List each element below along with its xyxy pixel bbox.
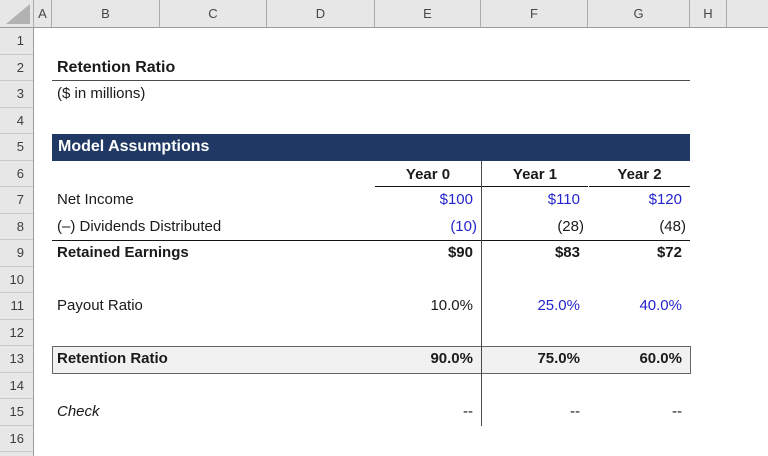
check-year1[interactable]: -- bbox=[570, 403, 580, 420]
year0-header[interactable]: Year 0 bbox=[375, 161, 481, 187]
column-header-a[interactable]: A bbox=[34, 0, 52, 27]
retention-ratio-year2[interactable]: 60.0% bbox=[639, 350, 682, 367]
retained-earnings-year0[interactable]: $90 bbox=[447, 244, 473, 261]
select-all-triangle-icon bbox=[6, 4, 30, 24]
year1-header[interactable]: Year 1 bbox=[482, 161, 588, 187]
check-year2[interactable]: -- bbox=[672, 403, 682, 420]
column-header-c[interactable]: C bbox=[160, 0, 267, 27]
retained-earnings-year2[interactable]: $72 bbox=[656, 244, 682, 261]
dividends-year0[interactable]: (10) bbox=[450, 217, 477, 235]
retention-ratio-year0[interactable]: 90.0% bbox=[430, 350, 473, 367]
net-income-label[interactable]: Net Income bbox=[57, 191, 134, 208]
year0-column-divider bbox=[480, 160, 482, 426]
net-income-year2[interactable]: $120 bbox=[648, 191, 682, 208]
row-header-16[interactable]: 16 bbox=[0, 426, 33, 452]
row-header-5[interactable]: 5 bbox=[0, 134, 33, 161]
retained-earnings-label[interactable]: Retained Earnings bbox=[57, 244, 189, 261]
column-header-partial[interactable] bbox=[727, 0, 768, 27]
column-header-b[interactable]: B bbox=[52, 0, 160, 27]
dividends-distributed-label[interactable]: (–) Dividends Distributed bbox=[57, 217, 222, 235]
row-header-4[interactable]: 4 bbox=[0, 108, 33, 134]
column-header-e[interactable]: E bbox=[375, 0, 481, 27]
retention-ratio-year1[interactable]: 75.0% bbox=[537, 350, 580, 367]
row-header-14[interactable]: 14 bbox=[0, 373, 33, 399]
row-header-12[interactable]: 12 bbox=[0, 320, 33, 346]
payout-ratio-year1[interactable]: 25.0% bbox=[537, 297, 580, 314]
net-income-year1[interactable]: $110 bbox=[547, 191, 580, 208]
row-header-3[interactable]: 3 bbox=[0, 81, 33, 108]
check-year0[interactable]: -- bbox=[463, 403, 473, 420]
row-header-6[interactable]: 6 bbox=[0, 161, 33, 187]
payout-ratio-year2[interactable]: 40.0% bbox=[639, 297, 682, 314]
dividends-year2[interactable]: (48) bbox=[659, 217, 686, 235]
column-header-g[interactable]: G bbox=[588, 0, 690, 27]
row-header-11[interactable]: 11 bbox=[0, 293, 33, 320]
column-header-f[interactable]: F bbox=[481, 0, 588, 27]
column-header-d[interactable]: D bbox=[267, 0, 375, 27]
page-subtitle[interactable]: ($ in millions) bbox=[57, 85, 146, 102]
row-header-13[interactable]: 13 bbox=[0, 346, 33, 373]
check-label[interactable]: Check bbox=[57, 403, 100, 420]
page-title[interactable]: Retention Ratio bbox=[52, 55, 690, 81]
select-all-corner[interactable] bbox=[0, 0, 34, 28]
net-income-year0[interactable]: $100 bbox=[439, 191, 473, 208]
dividends-year1[interactable]: (28) bbox=[557, 217, 584, 235]
row-header-15[interactable]: 15 bbox=[0, 399, 33, 426]
row-header-2[interactable]: 2 bbox=[0, 55, 33, 81]
retention-ratio-label[interactable]: Retention Ratio bbox=[57, 350, 168, 367]
column-header-h[interactable]: H bbox=[690, 0, 727, 27]
section-header-model-assumptions[interactable]: Model Assumptions bbox=[52, 134, 690, 161]
payout-ratio-label[interactable]: Payout Ratio bbox=[57, 297, 143, 314]
row-header-strip: 1 2 3 4 5 6 7 8 9 10 11 12 13 14 15 16 bbox=[0, 28, 34, 456]
retained-earnings-year1[interactable]: $83 bbox=[554, 244, 580, 261]
row-header-7[interactable]: 7 bbox=[0, 187, 33, 214]
row-header-10[interactable]: 10 bbox=[0, 267, 33, 293]
payout-ratio-year0[interactable]: 10.0% bbox=[430, 297, 473, 314]
year2-header[interactable]: Year 2 bbox=[589, 161, 690, 187]
column-header-strip: A B C D E F G H bbox=[0, 0, 768, 28]
row-header-9[interactable]: 9 bbox=[0, 240, 33, 267]
subtotal-rule bbox=[52, 239, 690, 241]
row-header-8[interactable]: 8 bbox=[0, 214, 33, 240]
row-header-1[interactable]: 1 bbox=[0, 28, 33, 55]
retention-ratio-box bbox=[52, 346, 691, 374]
